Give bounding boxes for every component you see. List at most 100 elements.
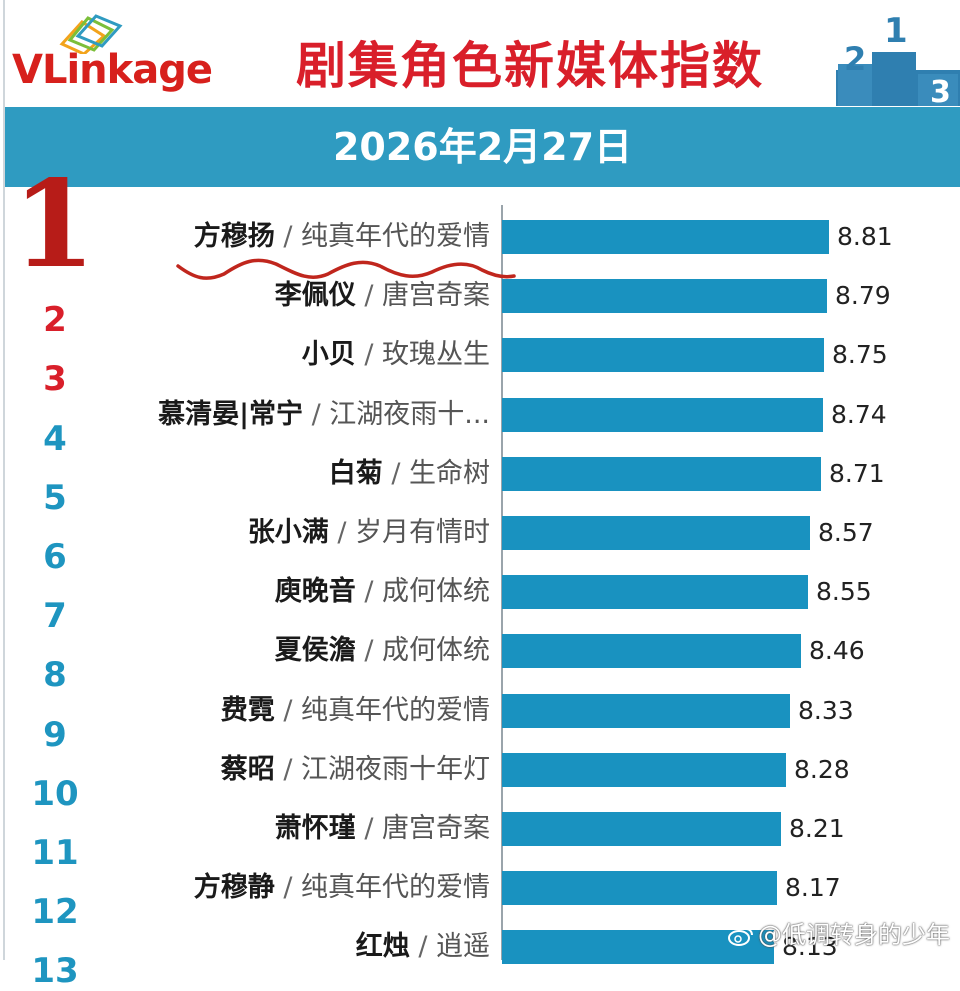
highlight-underline (176, 258, 516, 280)
rank-number: 6 (43, 537, 67, 577)
label-separator: / (274, 221, 301, 252)
show-name: 纯真年代的爱情 (301, 694, 490, 726)
rank-number: 7 (43, 596, 67, 637)
podium-icon: 1 2 3 (836, 12, 960, 106)
character-name: 张小满 (247, 517, 329, 548)
value-label: 8.57 (818, 518, 874, 547)
logo-text-vlink: VLink (12, 47, 133, 93)
bar (502, 516, 810, 550)
show-name: 纯真年代的爱情 (301, 872, 490, 904)
value-label: 8.13 (782, 932, 838, 962)
rank-number: 8 (43, 655, 67, 696)
chart-title: 剧集角色新媒体指数 (296, 37, 764, 95)
bar (502, 752, 786, 787)
row-label: 方穆扬 / 纯真年代的爱情 (194, 217, 490, 257)
rank-number: 10 (31, 773, 79, 814)
show-name: 江湖夜雨十年灯 (301, 753, 490, 785)
row-label: 萧怀瑾 / 唐宫奇案 (275, 809, 490, 849)
svg-text:3: 3 (930, 75, 951, 106)
value-label: 8.74 (831, 399, 887, 429)
row-label: 蔡昭 / 江湖夜雨十年灯 (221, 750, 490, 790)
character-name: 小贝 (301, 339, 356, 371)
row-label: 慕清晏|常宁 / 江湖夜雨十... (158, 395, 490, 435)
value-label: 8.46 (809, 636, 865, 666)
show-name: 岁月有情时 (355, 517, 490, 548)
character-name: 方穆静 (193, 872, 275, 904)
character-name: 红烛 (355, 931, 410, 963)
label-separator: / (355, 635, 382, 667)
value-label: 8.55 (816, 577, 872, 607)
character-name: 方穆扬 (193, 221, 275, 252)
value-label: 8.17 (785, 873, 841, 903)
label-separator: / (355, 339, 382, 371)
label-separator: / (355, 813, 382, 844)
character-name: 蔡昭 (220, 753, 275, 785)
show-name: 江湖夜雨十... (329, 398, 490, 430)
watermark: @低调转身的少年 (728, 918, 950, 952)
show-name: 玫瑰丛生 (382, 339, 490, 371)
show-name: 成何体统 (382, 576, 490, 608)
character-name: 萧怀瑾 (274, 813, 356, 844)
character-name: 夏侯澹 (274, 635, 356, 667)
row-label: 费霓 / 纯真年代的爱情 (221, 691, 490, 731)
row-label: 张小满 / 岁月有情时 (248, 513, 490, 553)
show-name: 唐宫奇案 (382, 280, 490, 312)
label-separator: / (274, 872, 301, 904)
bar (502, 634, 801, 669)
rank-number: 9 (43, 714, 67, 755)
svg-text:1: 1 (884, 12, 908, 51)
row-label: 夏侯澹 / 成何体统 (275, 631, 490, 671)
value-label: 8.79 (835, 281, 891, 311)
row-label: 方穆静 / 纯真年代的爱情 (194, 868, 490, 908)
label-separator: / (328, 517, 355, 548)
rank-number: 12 (31, 892, 79, 933)
svg-text:2: 2 (844, 40, 866, 78)
value-label: 8.28 (794, 754, 850, 784)
rank-number: 5 (43, 477, 67, 518)
chart-frame: VLinkage 剧集角色新媒体指数 1 2 3 2026年2月27日 1 方穆扬… (3, 0, 960, 991)
character-name: 李佩仪 (274, 280, 356, 312)
label-separator: / (302, 398, 330, 430)
logo-wordmark: VLinkage (12, 47, 213, 93)
logo-frames-icon (59, 14, 123, 54)
show-name: 成何体统 (382, 635, 490, 667)
label-separator: / (355, 576, 382, 608)
rank-number: 2 (43, 300, 67, 341)
row-label: 白菊 / 生命树 (329, 454, 490, 494)
logo-text-age: age (132, 47, 213, 93)
rank-number: 11 (31, 833, 79, 873)
character-name: 慕清晏|常宁 (158, 398, 303, 430)
character-name: 白菊 (328, 457, 383, 489)
bar (502, 456, 821, 491)
value-label: 8.71 (829, 458, 885, 488)
bar (502, 279, 827, 314)
vlinkage-logo: VLinkage (12, 14, 222, 94)
character-name: 庾晚音 (274, 576, 356, 608)
bar (502, 693, 790, 728)
value-label: 8.33 (798, 695, 854, 725)
rank-number: 4 (43, 418, 67, 459)
rank-number: 3 (43, 359, 67, 400)
label-separator: / (274, 694, 301, 726)
value-label: 8.81 (837, 222, 893, 251)
show-name: 唐宫奇案 (382, 813, 490, 844)
label-separator: / (274, 753, 301, 785)
label-separator: / (355, 280, 382, 312)
weibo-icon (728, 928, 753, 946)
rank-number: 1 (12, 154, 96, 295)
row-label: 李佩仪 / 唐宫奇案 (275, 276, 490, 316)
date-banner: 2026年2月27日 (5, 107, 960, 187)
bar (502, 220, 829, 254)
rank-number: 13 (31, 951, 79, 991)
value-label: 8.21 (789, 814, 845, 843)
label-separator: / (382, 457, 409, 489)
row-label: 小贝 / 玫瑰丛生 (302, 335, 490, 375)
bar (502, 338, 824, 373)
bar (502, 397, 823, 432)
bar (502, 575, 808, 610)
bar (502, 871, 777, 906)
chart-date: 2026年2月27日 (332, 125, 633, 169)
value-label: 8.75 (832, 340, 888, 370)
left-border (3, 0, 5, 960)
show-name: 生命树 (409, 457, 490, 489)
